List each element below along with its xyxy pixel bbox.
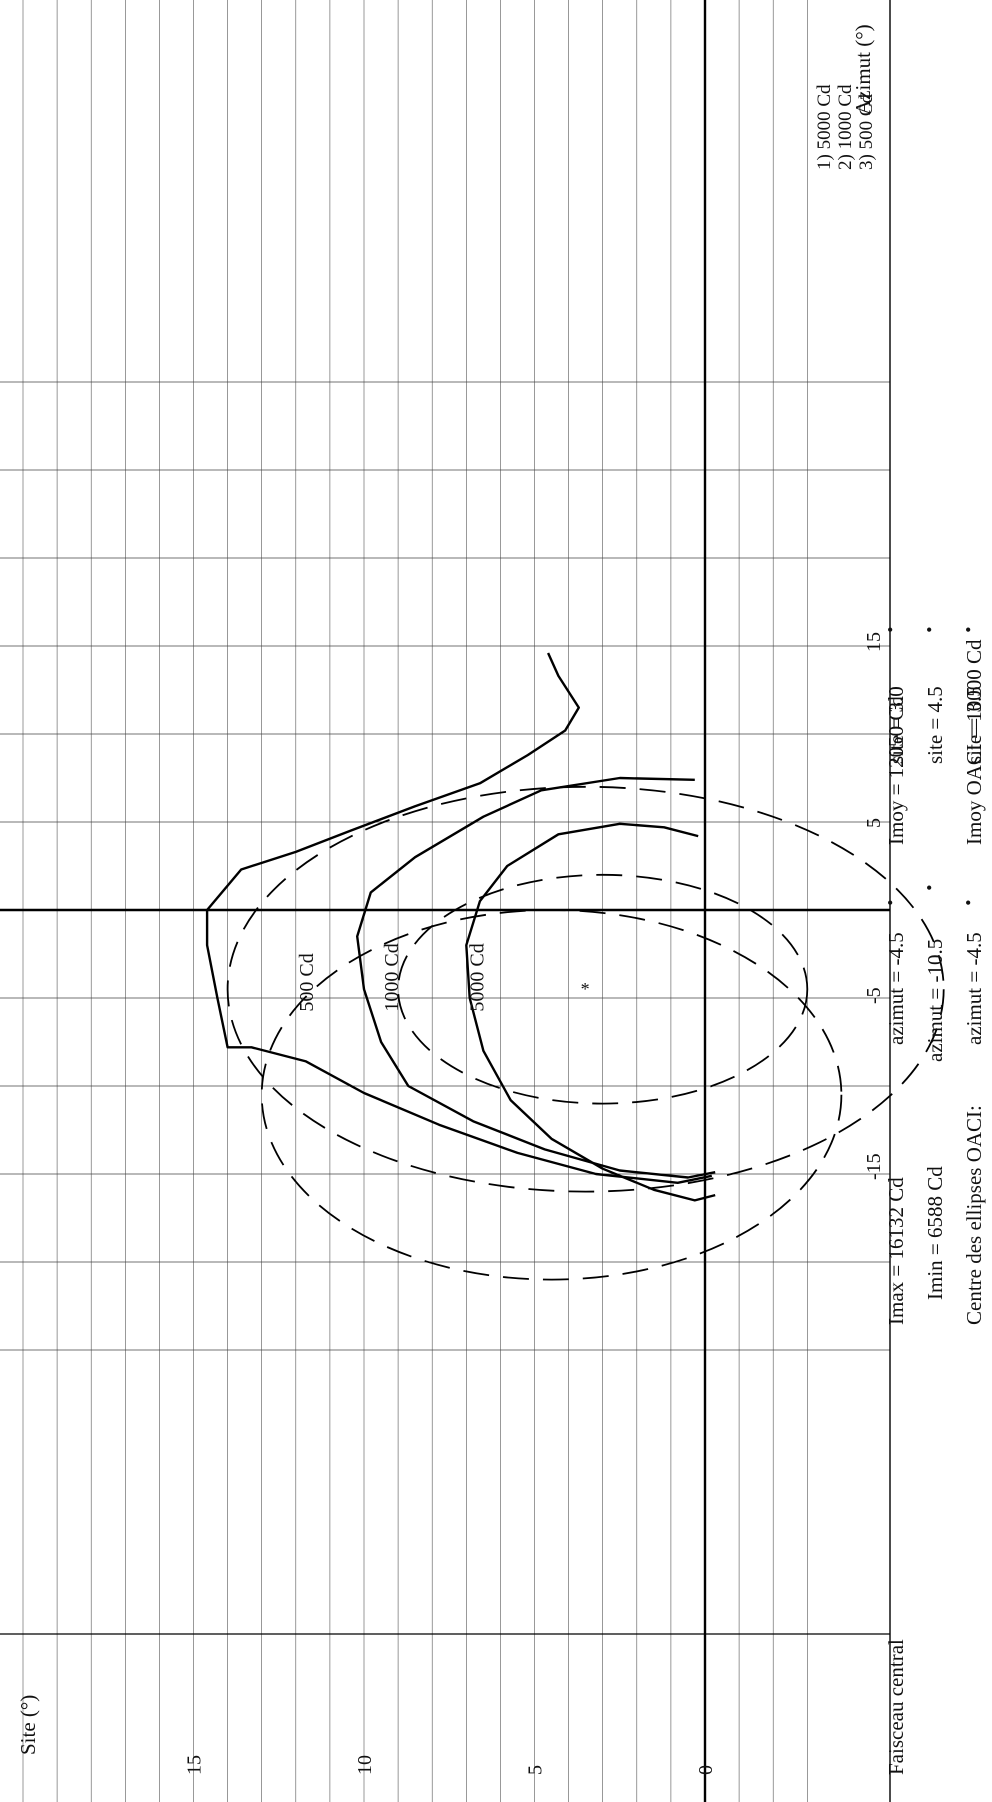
series-ellipse-1000-cd (260, 909, 843, 1281)
x-tick-label-group: -5 (863, 987, 885, 1004)
y-axis-title: Site (°) (16, 1695, 40, 1755)
azimut-label-1: azimut = -4.5 (884, 932, 908, 1045)
imoy-label: Imoy = 12050 Cd (884, 696, 908, 845)
curve-label-group: 500 Cd (296, 953, 318, 1011)
curve-label: 5000 Cd (466, 943, 488, 1011)
degree-mark-site-3: • (965, 620, 971, 640)
imax-label: Imax = 16132 Cd (884, 1177, 908, 1325)
azimut-label-3: azimut = -4.5 (962, 932, 986, 1045)
y-tick-label: 5 (525, 1765, 547, 1775)
series-ellipse-5000-cd (397, 873, 809, 1105)
x-tick-label-group: 15 (863, 632, 885, 652)
curve-label-group: 1000 Cd (381, 943, 403, 1011)
imoy-oaci-label: Imoy OACI = 10000 Cd (962, 639, 986, 845)
series-ellipse-500-cd (226, 785, 945, 1193)
series-layer: * 500 Cd 1000 Cd 5000 Cd (205, 652, 945, 1281)
imin-label: Imin = 6588 Cd (923, 1166, 947, 1300)
degree-mark-site-1: • (887, 620, 893, 640)
x-axis-title: Azimut (°) (851, 24, 875, 115)
ellipse-center-marker: * (581, 979, 590, 999)
y-tick-label-group: 15 (184, 1755, 206, 1775)
series-500-cd (205, 652, 713, 1184)
grid-fine-lines (22, 0, 808, 1802)
legend-item-500: 3) 500 Cd (856, 94, 877, 171)
y-tick-label: 10 (354, 1755, 376, 1775)
x-tick-label: -15 (863, 1153, 885, 1180)
curve-label-group: 5000 Cd (466, 943, 488, 1011)
site-label-2: site = 4.5 (923, 686, 947, 764)
y-tick-label: 0 (695, 1765, 717, 1775)
site-label-1: site = 3.0 (884, 686, 908, 764)
centres-ellipses-label: Centre des ellipses OACI: (962, 1105, 986, 1325)
degree-mark-site-2: • (926, 620, 932, 640)
azimut-label-2: azimut = -10.5 (923, 939, 947, 1062)
degree-mark-azimut-1: • (887, 893, 893, 913)
degree-mark-azimut-3: • (965, 893, 971, 913)
y-tick-label-group: 5 (525, 1765, 547, 1775)
curve-label: 500 Cd (296, 953, 318, 1011)
series-5000-cd (465, 822, 716, 1202)
x-tick-label-group: 5 (863, 818, 885, 828)
tick-labels: -15 -5 5 15 0 5 10 15 (184, 632, 886, 1775)
faisceau-central-label: Faisceau central (884, 1639, 908, 1775)
x-tick-label: -5 (863, 987, 885, 1004)
legend-item-1000: 2) 1000 Cd (835, 84, 856, 170)
y-tick-label-group: 0 (695, 1765, 717, 1775)
x-tick-label: 15 (863, 632, 885, 652)
y-tick-label-group: 10 (354, 1755, 376, 1775)
series-1000-cd (356, 776, 716, 1179)
x-tick-label-group: -15 (863, 1153, 885, 1180)
degree-mark-azimut-2: • (926, 878, 932, 898)
grid-major-lines (0, 0, 891, 1802)
site-label-3: site = 3.5 (962, 686, 986, 764)
y-tick-label: 15 (184, 1755, 206, 1775)
curve-label: 1000 Cd (381, 943, 403, 1011)
legend-item-5000: 1) 5000 Cd (814, 84, 835, 170)
x-tick-label: 5 (863, 818, 885, 828)
